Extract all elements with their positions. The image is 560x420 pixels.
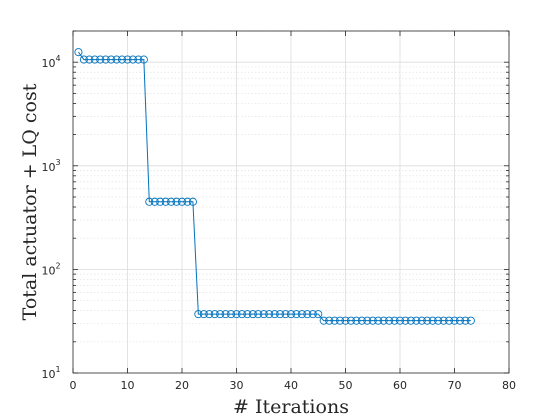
data-point [156,197,165,206]
data-point [216,310,225,319]
data-point [145,197,154,206]
data-point [417,316,426,325]
data-point [444,316,454,325]
data-point [270,310,279,319]
data-point [335,316,345,325]
data-point [385,316,394,325]
y-tick-label: 101 [41,365,60,381]
data-point [150,197,159,206]
x-tick-label: 50 [339,379,353,392]
data-point [428,316,437,325]
data-point [226,310,236,319]
data-point [292,310,301,319]
data-point [401,316,410,325]
data-point [363,316,372,325]
data-point [297,310,306,319]
data-point [183,197,192,206]
data-point [221,310,230,319]
data-point [210,310,219,319]
data-point [96,55,105,64]
y-tick-label: 103 [41,158,60,174]
x-tick-label: 0 [70,379,77,392]
axis-ticks: 101 102 103 104 0 10 20 30 40 50 60 70 80 [41,30,516,392]
data-point [101,55,110,64]
data-point [90,55,99,64]
data-point [314,310,323,319]
data-point [341,316,350,325]
data-point [79,55,88,64]
data-point [286,310,296,319]
data-point [205,310,214,319]
data-point [308,310,317,319]
data-point [330,316,339,325]
x-tick-label: 20 [175,379,189,392]
series-layer [74,48,475,325]
data-point [276,310,285,319]
data-point [177,197,187,206]
data-point [395,316,405,325]
data-point [194,310,203,319]
data-point [352,316,361,325]
data-point [188,197,197,206]
data-point [237,310,246,319]
data-point [406,316,415,325]
data-point [374,316,383,325]
data-point [379,316,388,325]
data-point [118,55,127,64]
data-point [461,316,470,325]
data-point [466,316,475,325]
x-tick-label: 40 [284,379,298,392]
data-point [412,316,421,325]
data-point [434,316,443,325]
data-point [128,55,137,64]
data-point [172,197,181,206]
data-point [265,310,274,319]
grid-lines [73,30,509,373]
data-point [423,316,432,325]
y-tick-label: 102 [41,261,60,277]
data-point [346,316,356,325]
x-tick-label: 10 [121,379,135,392]
x-tick-label: 30 [230,379,244,392]
x-axis-label: # Iterations [233,396,349,418]
data-point [112,55,121,64]
data-point [325,316,334,325]
data-point [139,55,148,64]
data-point [161,197,170,206]
y-axis-label: Total actuator + LQ cost [19,83,41,320]
data-point [74,48,83,57]
data-point [123,55,132,64]
series-line [78,51,471,322]
data-point [243,310,252,319]
data-point [248,310,257,319]
data-point [439,316,448,325]
y-tick-label: 104 [41,54,60,70]
data-point [167,197,176,206]
data-point [281,310,290,319]
data-point [455,316,465,325]
data-point [232,310,241,319]
x-tick-label: 60 [393,379,407,392]
data-point [199,310,208,319]
data-point [85,55,94,64]
data-point [390,316,399,325]
data-point [134,55,143,64]
data-point [319,316,328,325]
x-tick-label: 70 [448,379,462,392]
data-point [357,316,366,325]
data-point [303,310,312,319]
data-point [254,310,263,319]
data-point [259,310,268,319]
data-point [450,316,459,325]
data-point [368,316,377,325]
data-point [107,55,116,64]
x-tick-label: 80 [502,379,516,392]
